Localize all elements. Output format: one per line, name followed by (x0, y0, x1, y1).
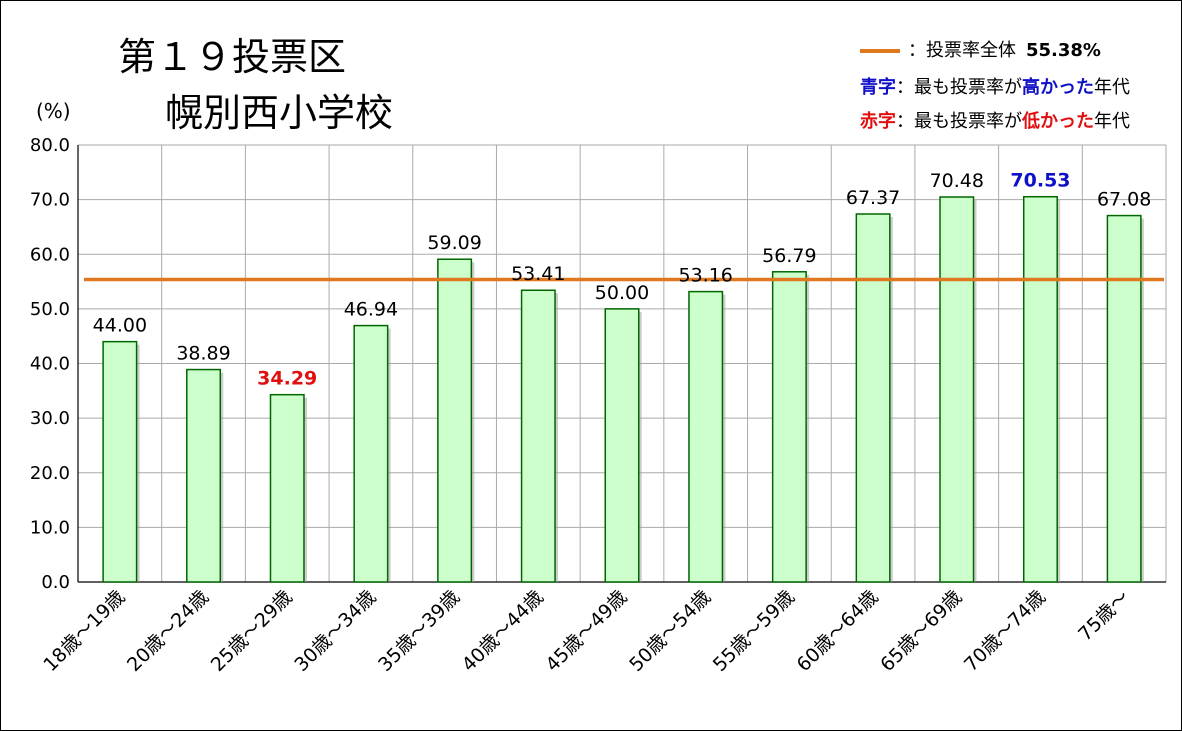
x-tick-label: 70歳～74歳 (960, 586, 1050, 676)
legend-blue-pre: 最も投票率が (914, 77, 1022, 98)
data-label: 67.08 (1097, 189, 1151, 211)
x-tick-label: 60歳～64歳 (793, 586, 883, 676)
legend-blue-post: 年代 (1094, 77, 1130, 98)
y-tick-label: 0.0 (41, 572, 70, 593)
legend-line-text: 投票率全体 (926, 40, 1016, 61)
bar (604, 308, 640, 583)
y-tick-label: 20.0 (30, 463, 70, 484)
bar (186, 368, 222, 583)
legend-line-prefix: ： (908, 40, 926, 61)
y-tick-label: 50.0 (30, 299, 70, 320)
x-tick-label: 55歳～59歳 (709, 586, 799, 676)
y-tick-label: 30.0 (30, 408, 70, 429)
data-label: 44.00 (93, 315, 147, 337)
bar (102, 340, 138, 583)
x-tick-label: 75歳～ (1074, 586, 1134, 646)
data-label: 70.48 (930, 170, 984, 192)
y-axis-unit-label: (%) (36, 99, 71, 123)
data-label: 56.79 (762, 245, 816, 267)
x-tick-label: 30歳～34歳 (290, 586, 380, 676)
legend-reference-line: ：投票率全体 55.38% (860, 36, 1101, 62)
bar (437, 258, 473, 583)
legend-line-value: 55.38% (1026, 40, 1101, 61)
x-tick-label: 65歳～69歳 (876, 586, 966, 676)
bar (771, 271, 807, 583)
x-tick-label: 35歳～39歳 (374, 586, 464, 676)
legend-lowest: 赤字：最も投票率が低かった年代 (860, 107, 1130, 133)
legend-red-key: 赤字 (860, 111, 896, 132)
legend-blue-key: 青字 (860, 77, 896, 98)
legend-red-pre: 最も投票率が (914, 111, 1022, 132)
y-tick-label: 70.0 (30, 190, 70, 211)
data-label: 34.29 (257, 368, 317, 390)
bar (353, 324, 389, 583)
legend-red-sep: ： (896, 111, 914, 132)
y-tick-label: 40.0 (30, 354, 70, 375)
bar (855, 213, 891, 583)
y-tick-label: 80.0 (30, 135, 70, 156)
data-label: 50.00 (595, 282, 649, 304)
bar (688, 290, 724, 583)
data-label: 70.53 (1010, 170, 1070, 192)
bar (939, 196, 975, 583)
x-tick-label: 18歳～19歳 (39, 586, 129, 676)
bar (1106, 214, 1142, 583)
bar (269, 393, 305, 583)
data-label: 38.89 (176, 343, 230, 365)
x-tick-label: 20歳～24歳 (123, 586, 213, 676)
data-label: 59.09 (427, 232, 481, 254)
data-label: 53.16 (678, 265, 732, 287)
legend-highest: 青字：最も投票率が高かった年代 (860, 73, 1130, 99)
legend-blue-sep: ： (896, 77, 914, 98)
chart-title-line1: 第１９投票区 (118, 35, 347, 79)
chart-title-line2: 幌別西小学校 (165, 91, 394, 135)
y-tick-label: 10.0 (30, 517, 70, 538)
x-tick-label: 50歳～54歳 (625, 586, 715, 676)
data-label: 53.41 (511, 263, 565, 285)
legend-red-em: 低かった (1022, 111, 1094, 132)
bar (1022, 195, 1058, 583)
legend-line-swatch (860, 49, 900, 53)
data-label: 67.37 (846, 187, 900, 209)
bar (520, 289, 556, 583)
legend-blue-em: 高かった (1022, 77, 1094, 98)
legend-red-post: 年代 (1094, 111, 1130, 132)
x-tick-label: 40歳～44歳 (458, 586, 548, 676)
y-tick-label: 60.0 (30, 244, 70, 265)
data-label: 46.94 (344, 299, 398, 321)
x-tick-label: 25歳～29歳 (207, 586, 297, 676)
x-tick-label: 45歳～49歳 (541, 586, 631, 676)
